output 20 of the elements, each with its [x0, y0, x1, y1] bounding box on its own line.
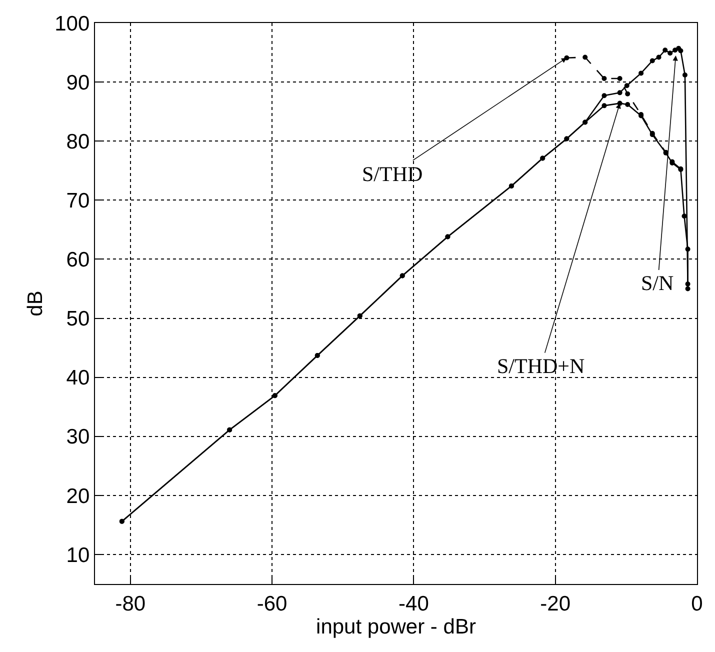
y-axis-title: dB [24, 290, 47, 316]
y-tick-label: 90 [66, 71, 90, 94]
x-tick-label: -60 [256, 592, 288, 616]
x-tick-label: 0 [691, 592, 703, 616]
annotation: S/THD [362, 162, 423, 186]
y-tick-label: 70 [66, 190, 90, 213]
y-tick-label: 50 [66, 308, 90, 331]
y-tick-label: 10 [66, 544, 90, 567]
x-tick-label: -20 [540, 592, 571, 616]
y-tick-label: 80 [66, 130, 90, 154]
y-tick-label: 100 [54, 12, 90, 36]
y-tick-label: 30 [66, 426, 90, 449]
x-tick-label: -40 [398, 592, 429, 616]
x-tick-label: -80 [115, 592, 146, 616]
y-tick-label: 40 [66, 366, 90, 390]
y-tick-label: 20 [66, 484, 90, 508]
x-axis-title: input power - dBr [316, 616, 476, 639]
y-tick-label: 60 [66, 248, 90, 272]
annotation: S/THD+N [497, 354, 585, 378]
annotation: S/N [641, 271, 674, 295]
